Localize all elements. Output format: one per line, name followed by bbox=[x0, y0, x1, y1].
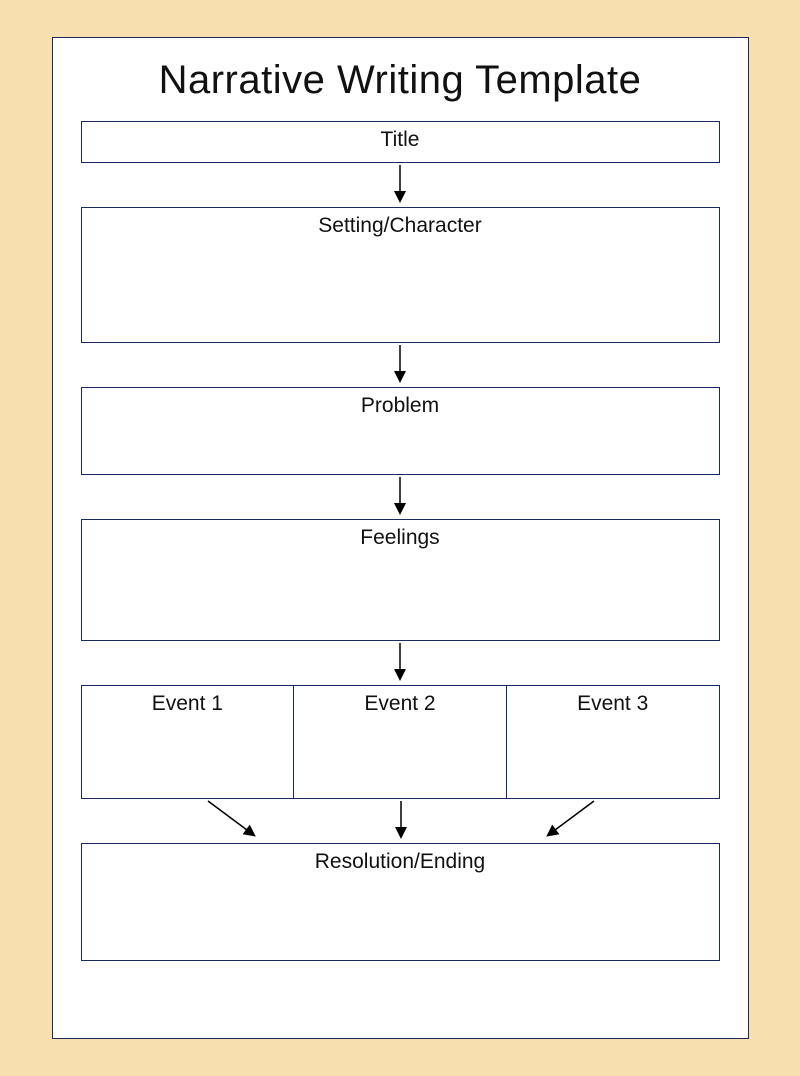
event-2-label: Event 2 bbox=[364, 692, 435, 715]
box-title-label: Title bbox=[381, 128, 420, 151]
arrow-problem-to-feelings bbox=[81, 475, 720, 519]
arrow-down-icon bbox=[380, 475, 420, 519]
arrow-feelings-to-events bbox=[81, 641, 720, 685]
arrow-down-icon bbox=[380, 641, 420, 685]
arrow-down-icon bbox=[380, 163, 420, 207]
box-resolution: Resolution/Ending bbox=[81, 843, 720, 961]
arrow-title-to-setting bbox=[81, 163, 720, 207]
box-problem-label: Problem bbox=[361, 394, 439, 417]
three-arrows-icon bbox=[81, 799, 722, 843]
box-problem: Problem bbox=[81, 387, 720, 475]
event-3-label: Event 3 bbox=[577, 692, 648, 715]
event-1-label: Event 1 bbox=[152, 692, 223, 715]
box-title: Title bbox=[81, 121, 720, 163]
event-cell-3: Event 3 bbox=[506, 686, 719, 798]
box-feelings-label: Feelings bbox=[360, 526, 439, 549]
event-cell-2: Event 2 bbox=[293, 686, 506, 798]
arrow-down-icon bbox=[380, 343, 420, 387]
box-setting-label: Setting/Character bbox=[318, 214, 481, 237]
arrows-events-to-resolution bbox=[81, 799, 720, 843]
events-row: Event 1 Event 2 Event 3 bbox=[81, 685, 720, 799]
arrow-setting-to-problem bbox=[81, 343, 720, 387]
template-page: Narrative Writing Template Title Setting… bbox=[52, 37, 749, 1039]
box-setting: Setting/Character bbox=[81, 207, 720, 343]
event-cell-1: Event 1 bbox=[82, 686, 294, 798]
box-resolution-label: Resolution/Ending bbox=[315, 850, 485, 873]
page-heading: Narrative Writing Template bbox=[81, 58, 720, 103]
box-feelings: Feelings bbox=[81, 519, 720, 641]
